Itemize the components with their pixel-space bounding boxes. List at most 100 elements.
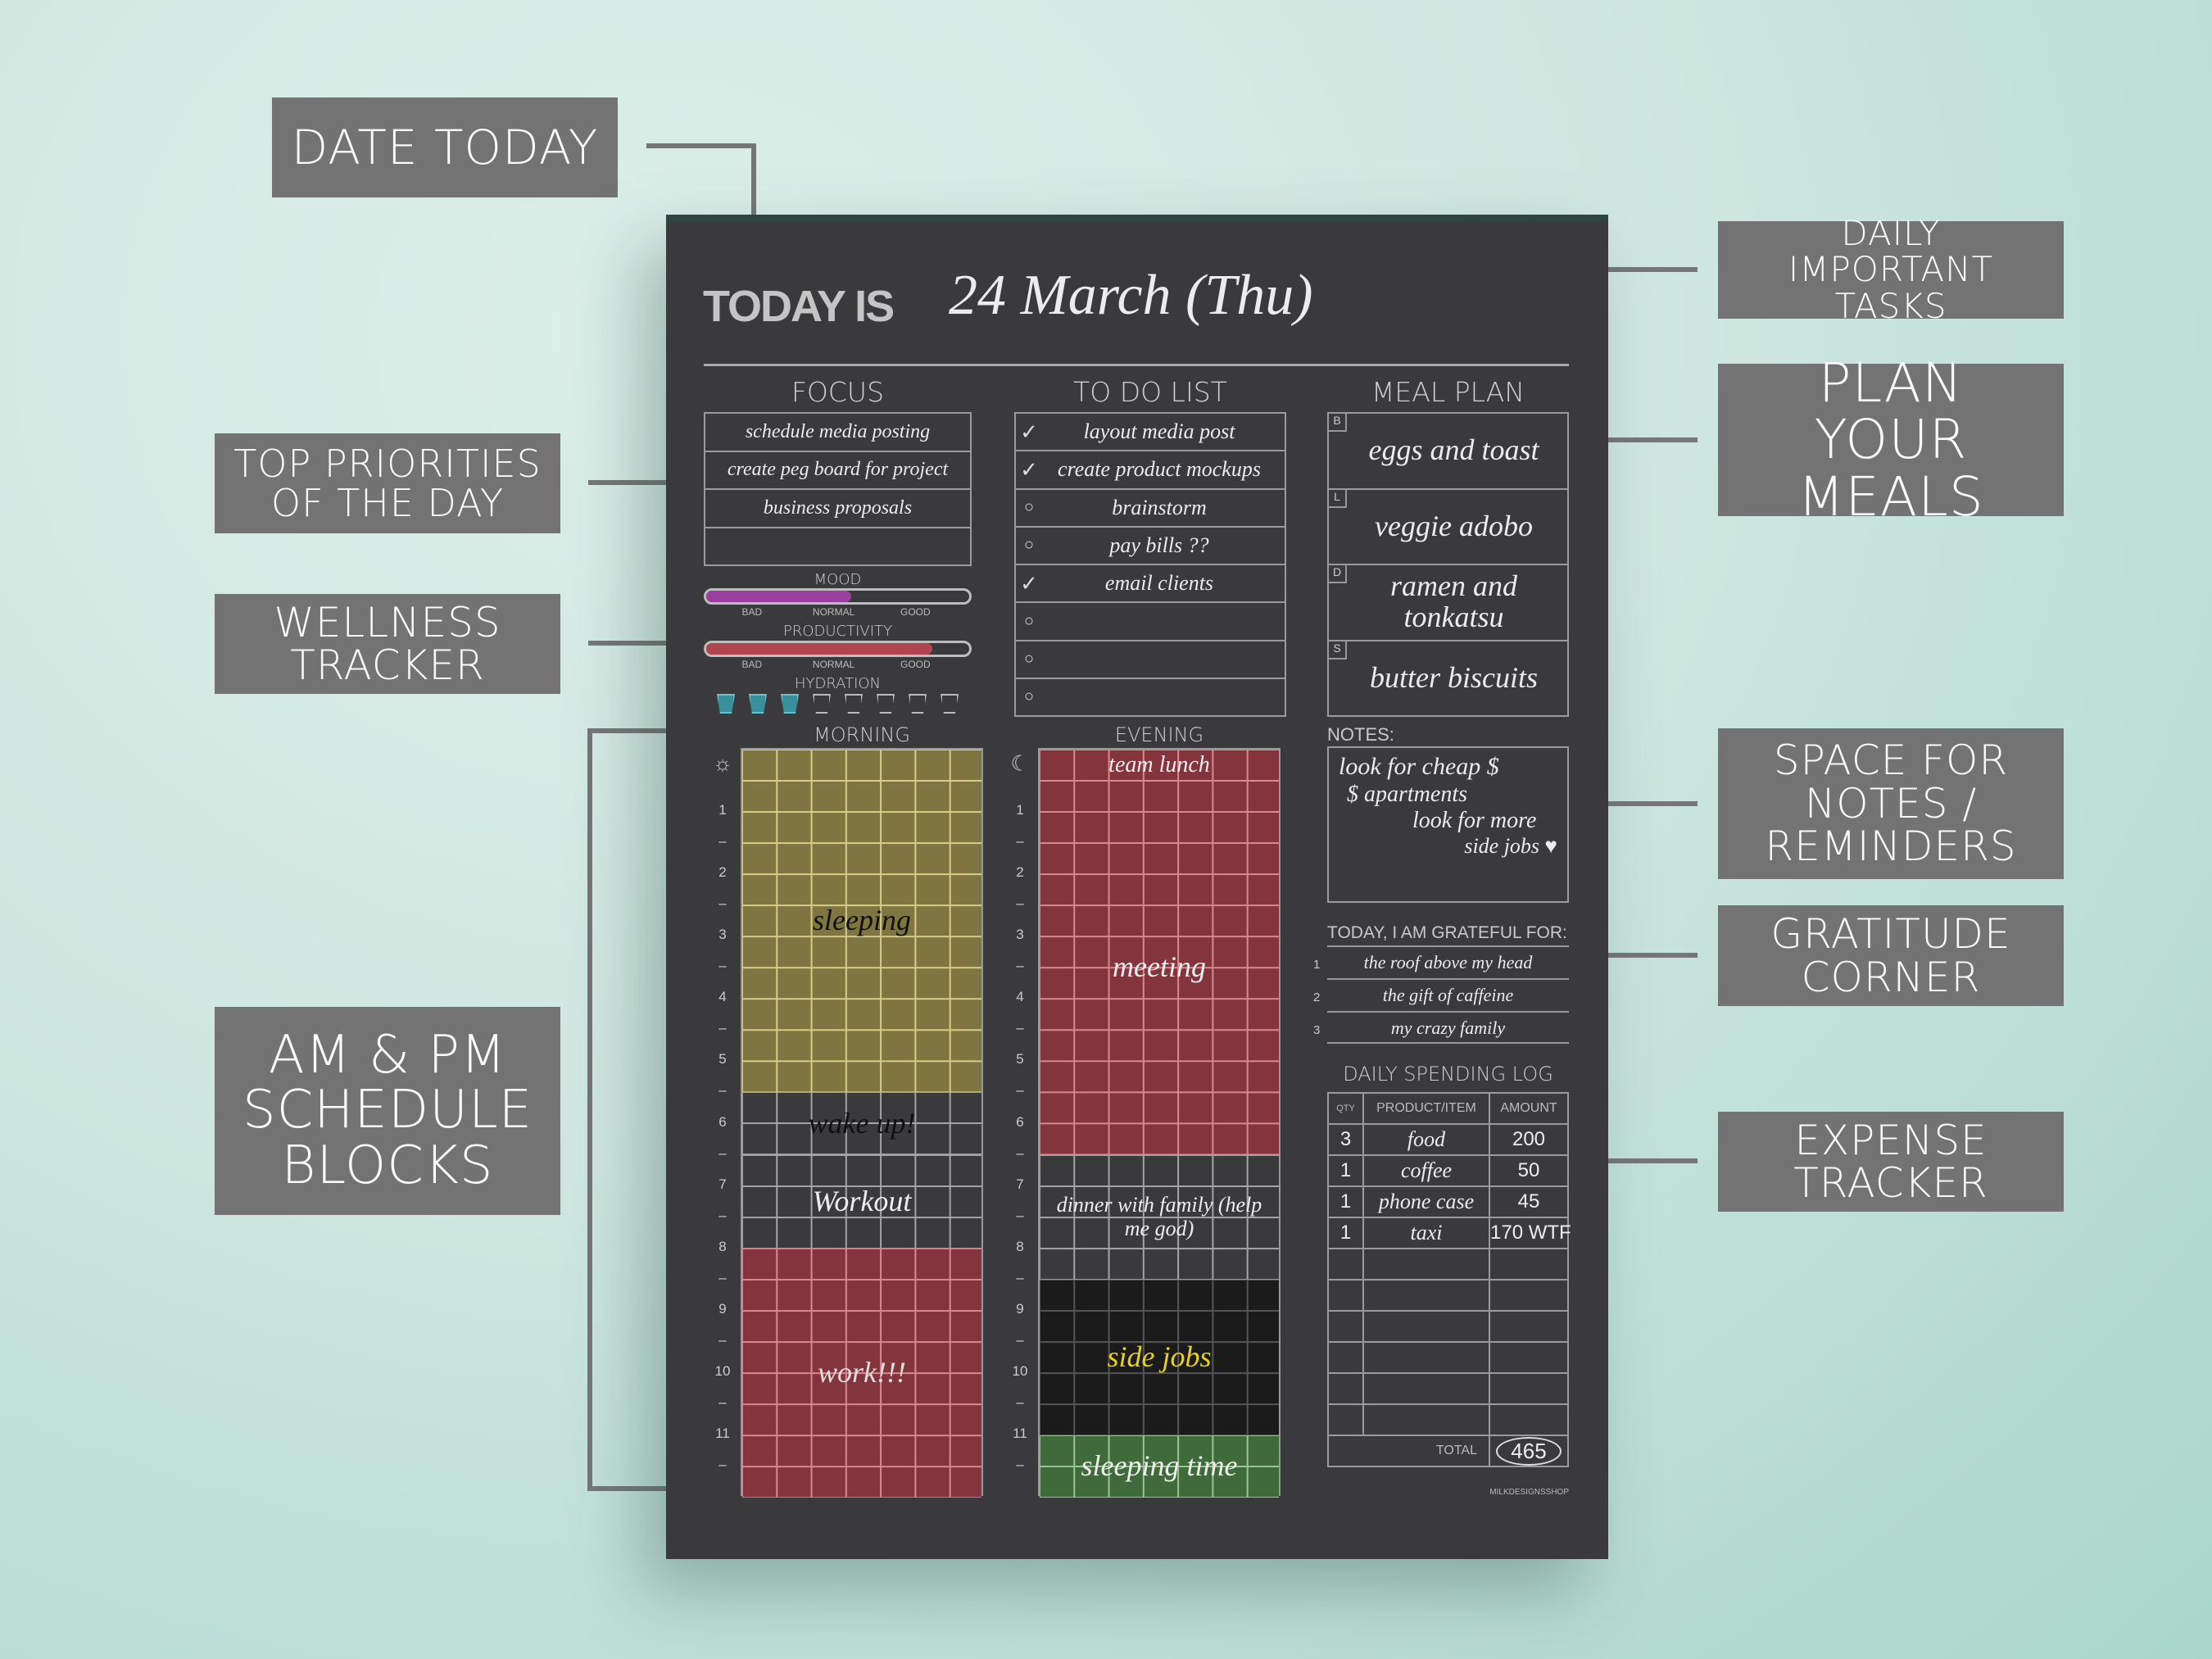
evening-schedule-grid[interactable]: team lunch meeting dinner with family (hel… <box>1038 748 1281 1498</box>
note-line: look for more <box>1412 807 1537 833</box>
todo-item[interactable]: ✓ email clients <box>1016 565 1285 604</box>
spending-cell[interactable] <box>1489 1372 1569 1405</box>
focus-item[interactable]: schedule media posting <box>705 414 970 452</box>
spending-cell[interactable] <box>1362 1310 1490 1343</box>
water-cup-empty-icon[interactable] <box>941 694 959 714</box>
spending-cell[interactable]: 200 <box>1489 1123 1569 1156</box>
spending-cell[interactable]: 50 <box>1489 1154 1569 1187</box>
focus-item[interactable]: business proposals <box>705 490 970 528</box>
todo-item[interactable]: ✓ layout media post <box>1016 414 1285 452</box>
schedule-block[interactable]: sleeping time <box>1040 1435 1279 1498</box>
spending-cell[interactable] <box>1362 1403 1490 1436</box>
checkbox-circle-icon[interactable]: ○ <box>1023 498 1035 517</box>
spending-cell[interactable]: 170 WTF <box>1489 1217 1571 1249</box>
spending-cell[interactable]: 1 <box>1327 1217 1364 1249</box>
todo-item[interactable]: ○ <box>1016 603 1285 641</box>
mood-slider[interactable] <box>704 588 972 605</box>
water-cup-filled-icon[interactable] <box>717 694 735 714</box>
hour-label: 7 <box>1016 1176 1024 1192</box>
spending-cell[interactable]: 3 <box>1327 1123 1364 1156</box>
note-line: side jobs ♥ <box>1464 833 1557 858</box>
checkbox-circle-icon[interactable]: ○ <box>1023 687 1035 706</box>
gratitude-item[interactable]: 1 the roof above my head <box>1313 945 1569 978</box>
spending-cell[interactable] <box>1489 1341 1569 1374</box>
spending-cell[interactable] <box>1362 1341 1490 1374</box>
focus-item[interactable] <box>705 528 970 565</box>
todo-item[interactable]: ○ pay bills ?? <box>1016 528 1285 565</box>
spending-cell[interactable]: 45 <box>1489 1185 1569 1218</box>
spending-cell[interactable]: phone case <box>1362 1185 1490 1218</box>
schedule-block[interactable]: work!!! <box>742 1248 981 1498</box>
spending-cell[interactable] <box>1489 1248 1569 1281</box>
table-row[interactable] <box>1327 1248 1569 1281</box>
spending-cell[interactable]: coffee <box>1362 1154 1490 1187</box>
schedule-block[interactable]: meeting <box>1040 781 1279 1155</box>
spending-cell[interactable] <box>1327 1310 1364 1343</box>
spending-cell[interactable]: 1 <box>1327 1154 1364 1187</box>
spending-cell[interactable] <box>1327 1248 1364 1281</box>
schedule-block[interactable]: wake up! <box>742 1092 981 1155</box>
gratitude-item[interactable]: 2 the gift of caffeine <box>1313 978 1569 1011</box>
water-cup-filled-icon[interactable] <box>781 694 799 714</box>
callout-expense: EXPENSE TRACKER <box>1718 1112 2064 1212</box>
spending-cell[interactable] <box>1327 1341 1364 1374</box>
todo-item[interactable]: ○ brainstorm <box>1016 490 1285 528</box>
spending-cell[interactable] <box>1327 1403 1364 1436</box>
spending-cell[interactable] <box>1362 1372 1490 1405</box>
checkbox-circle-icon[interactable]: ○ <box>1023 650 1035 669</box>
table-row[interactable] <box>1327 1372 1569 1405</box>
spending-cell[interactable] <box>1362 1248 1490 1281</box>
spending-cell[interactable]: 1 <box>1327 1185 1364 1218</box>
schedule-block[interactable]: dinner with family (help me god) <box>1040 1154 1279 1280</box>
todo-item[interactable]: ○ <box>1016 679 1285 715</box>
checkmark-icon[interactable]: ✓ <box>1020 456 1038 482</box>
water-cup-filled-icon[interactable] <box>749 694 767 714</box>
morning-schedule-grid[interactable]: sleeping wake up! Workout work!!! <box>741 748 983 1498</box>
spending-cell[interactable] <box>1489 1403 1569 1436</box>
schedule-block[interactable]: Workout <box>742 1154 981 1249</box>
note-line: $ apartments <box>1347 781 1467 807</box>
todo-item[interactable]: ✓ create product mockups <box>1016 451 1285 490</box>
schedule-block[interactable]: team lunch <box>1040 750 1279 782</box>
checkbox-circle-icon[interactable]: ○ <box>1023 536 1035 555</box>
callout-wellness: WELLNESS TRACKER <box>215 594 560 694</box>
focus-item[interactable]: create peg board for project <box>705 452 970 490</box>
schedule-block[interactable]: side jobs <box>1040 1279 1279 1435</box>
spending-cell[interactable] <box>1327 1279 1364 1312</box>
spending-cell[interactable] <box>1327 1372 1364 1405</box>
checkmark-icon[interactable]: ✓ <box>1020 570 1038 596</box>
todo-item[interactable]: ○ <box>1016 641 1285 679</box>
spending-cell[interactable] <box>1489 1310 1569 1343</box>
water-cup-empty-icon[interactable] <box>813 694 831 714</box>
checkbox-circle-icon[interactable]: ○ <box>1023 611 1035 630</box>
table-row[interactable] <box>1327 1310 1569 1343</box>
notes-box[interactable]: look for cheap $ $ apartments look for m… <box>1327 746 1569 903</box>
water-cup-empty-icon[interactable] <box>845 694 863 714</box>
date-value[interactable]: 24 March (Thu) <box>949 264 1313 327</box>
spending-cell[interactable]: taxi <box>1362 1217 1490 1249</box>
gratitude-item[interactable]: 3 my crazy family <box>1313 1011 1569 1044</box>
gratitude-list: 1 the roof above my head 2 the gift of caff… <box>1313 945 1569 1044</box>
total-value[interactable]: 465 <box>1489 1435 1569 1467</box>
water-cup-empty-icon[interactable] <box>877 694 895 714</box>
spending-cell[interactable]: food <box>1362 1123 1490 1156</box>
gratitude-text: my crazy family <box>1327 1011 1569 1044</box>
schedule-block[interactable]: sleeping <box>742 750 981 1093</box>
checkmark-icon[interactable]: ✓ <box>1020 419 1038 444</box>
table-row[interactable] <box>1327 1279 1569 1312</box>
water-cup-empty-icon[interactable] <box>909 694 927 714</box>
productivity-slider[interactable] <box>704 641 972 657</box>
scale-label: BAD <box>741 659 763 670</box>
table-row[interactable] <box>1327 1403 1569 1436</box>
table-row[interactable]: 1 taxi 170 WTF <box>1327 1217 1571 1249</box>
spending-cell[interactable] <box>1489 1279 1569 1312</box>
table-row[interactable] <box>1327 1341 1569 1374</box>
table-row[interactable]: 1 phone case 45 <box>1327 1185 1569 1218</box>
table-row[interactable]: 1 coffee 50 <box>1327 1154 1569 1187</box>
spending-cell[interactable] <box>1362 1279 1490 1312</box>
table-row[interactable]: 3 food 200 <box>1327 1123 1569 1156</box>
